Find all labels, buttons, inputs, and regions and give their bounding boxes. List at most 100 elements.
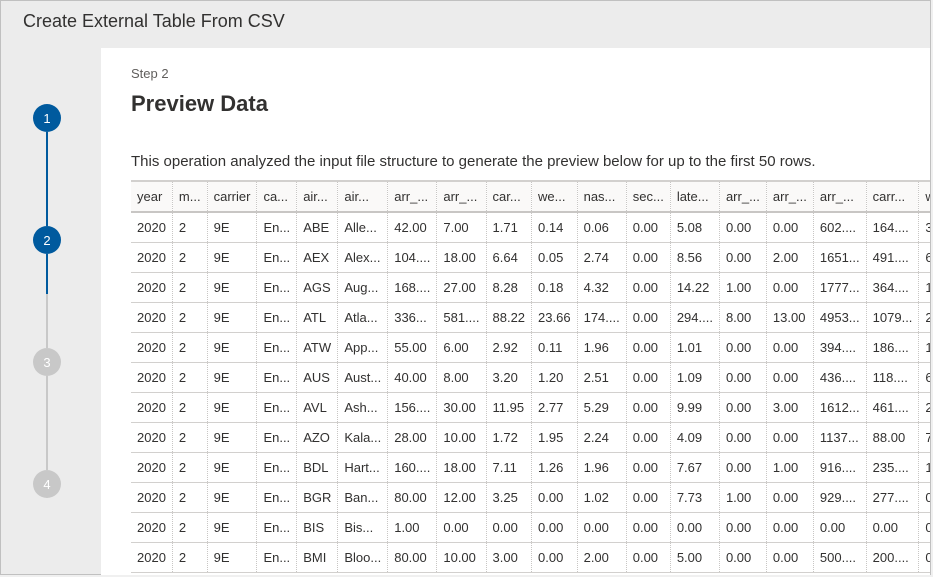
table-row[interactable]: 202029EEn...ATLAtla...336...581....88.22… <box>131 303 930 333</box>
column-header[interactable]: arr_... <box>719 182 766 213</box>
column-header[interactable]: air... <box>297 182 338 213</box>
table-row[interactable]: 202029EEn...AZOKala...28.0010.001.721.95… <box>131 423 930 453</box>
table-row[interactable]: 202029EEn...AGSAug...168....27.008.280.1… <box>131 273 930 303</box>
table-cell: 2020 <box>131 513 172 543</box>
table-cell: En... <box>257 303 297 333</box>
table-cell: 1.95 <box>532 423 578 453</box>
column-header[interactable]: we... <box>532 182 578 213</box>
table-cell: Alex... <box>338 243 388 273</box>
dialog-header: Create External Table From CSV <box>1 1 930 48</box>
table-cell: 3.00 <box>486 543 532 573</box>
table-cell: 12.00 <box>437 483 486 513</box>
table-cell: 0.00 <box>626 273 670 303</box>
table-cell: 1.20 <box>532 363 578 393</box>
table-cell: 2.51 <box>577 363 626 393</box>
column-header[interactable]: late... <box>670 182 719 213</box>
table-cell: 2020 <box>131 303 172 333</box>
column-header[interactable]: year <box>131 182 172 213</box>
column-header[interactable]: arr_... <box>813 182 866 213</box>
table-cell: 2.24 <box>577 423 626 453</box>
table-cell: 2 <box>172 273 207 303</box>
step-1[interactable]: 1 <box>33 104 61 132</box>
column-header[interactable]: car... <box>486 182 532 213</box>
dialog-frame: Create External Table From CSV 1 2 3 4 S… <box>0 0 931 575</box>
table-cell: En... <box>257 543 297 573</box>
column-header[interactable]: sec... <box>626 182 670 213</box>
table-cell: 0.00 <box>532 483 578 513</box>
header-row: yearm...carrierca...air...air...arr_...a… <box>131 182 930 213</box>
table-row[interactable]: 202029EEn...ATWApp...55.006.002.920.111.… <box>131 333 930 363</box>
page-title: Preview Data <box>131 91 930 117</box>
table-cell: 162.... <box>919 453 930 483</box>
dialog-title: Create External Table From CSV <box>23 11 908 32</box>
table-cell: 1079... <box>866 303 919 333</box>
table-cell: 11.95 <box>486 393 532 423</box>
table-cell: 4.09 <box>670 423 719 453</box>
table-cell: 6.00 <box>437 333 486 363</box>
table-cell: Hart... <box>338 453 388 483</box>
table-cell: 2 <box>172 393 207 423</box>
table-cell: 0.00 <box>532 513 578 543</box>
preview-table-wrap[interactable]: yearm...carrierca...air...air...arr_...a… <box>131 180 930 573</box>
table-cell: 9E <box>207 483 257 513</box>
table-cell: 200.... <box>866 543 919 573</box>
table-cell: 2.77 <box>532 393 578 423</box>
table-row[interactable]: 202029EEn...BGRBan...80.0012.003.250.001… <box>131 483 930 513</box>
table-row[interactable]: 202029EEn...ABEAlle...42.007.001.710.140… <box>131 212 930 243</box>
table-cell: 0.00 <box>866 513 919 543</box>
table-cell: 1.00 <box>719 483 766 513</box>
table-cell: 1.96 <box>577 333 626 363</box>
table-cell: 88.00 <box>866 423 919 453</box>
table-cell: 0.00 <box>626 363 670 393</box>
column-header[interactable]: arr_... <box>437 182 486 213</box>
step-2[interactable]: 2 <box>33 226 61 254</box>
table-cell: 2020 <box>131 393 172 423</box>
table-cell: 8.00 <box>719 303 766 333</box>
table-row[interactable]: 202029EEn...AUSAust...40.008.003.201.202… <box>131 363 930 393</box>
table-cell: 2.00 <box>577 543 626 573</box>
wizard-stepper: 1 2 3 4 <box>1 48 101 575</box>
table-cell: 9E <box>207 513 257 543</box>
step-3[interactable]: 3 <box>33 348 61 376</box>
table-cell: 40.00 <box>388 363 437 393</box>
table-cell: 0.00 <box>919 483 930 513</box>
table-cell: 233.... <box>919 393 930 423</box>
column-header[interactable]: ca... <box>257 182 297 213</box>
table-cell: 3.20 <box>486 363 532 393</box>
table-cell: 0.00 <box>766 333 813 363</box>
table-cell: En... <box>257 243 297 273</box>
table-cell: 80.00 <box>388 483 437 513</box>
table-cell: 0.06 <box>577 212 626 243</box>
table-cell: En... <box>257 273 297 303</box>
column-header[interactable]: arr_... <box>388 182 437 213</box>
table-cell: 30.00 <box>919 212 930 243</box>
table-cell: 0.00 <box>626 483 670 513</box>
step-4[interactable]: 4 <box>33 470 61 498</box>
column-header[interactable]: m... <box>172 182 207 213</box>
table-row[interactable]: 202029EEn...BDLHart...160....18.007.111.… <box>131 453 930 483</box>
table-row[interactable]: 202029EEn...AEXAlex...104....18.006.640.… <box>131 243 930 273</box>
table-cell: 0.00 <box>626 513 670 543</box>
column-header[interactable]: carrier <box>207 182 257 213</box>
column-header[interactable]: carr... <box>866 182 919 213</box>
table-cell: En... <box>257 513 297 543</box>
table-cell: 164.... <box>866 212 919 243</box>
column-header[interactable]: arr_... <box>766 182 813 213</box>
table-cell: 0.00 <box>719 423 766 453</box>
table-cell: 9E <box>207 212 257 243</box>
table-row[interactable]: 202029EEn...BISBis...1.000.000.000.000.0… <box>131 513 930 543</box>
table-cell: 2.92 <box>486 333 532 363</box>
column-header[interactable]: wea... <box>919 182 930 213</box>
table-cell: AGS <box>297 273 338 303</box>
table-cell: En... <box>257 453 297 483</box>
column-header[interactable]: air... <box>338 182 388 213</box>
table-cell: 5.08 <box>670 212 719 243</box>
column-header[interactable]: nas... <box>577 182 626 213</box>
table-row[interactable]: 202029EEn...BMIBloo...80.0010.003.000.00… <box>131 543 930 573</box>
table-cell: 6.00 <box>919 243 930 273</box>
table-cell: 2 <box>172 333 207 363</box>
table-cell: 16.00 <box>919 273 930 303</box>
table-row[interactable]: 202029EEn...AVLAsh...156....30.0011.952.… <box>131 393 930 423</box>
table-cell: 2 <box>172 423 207 453</box>
table-cell: 1651... <box>813 243 866 273</box>
